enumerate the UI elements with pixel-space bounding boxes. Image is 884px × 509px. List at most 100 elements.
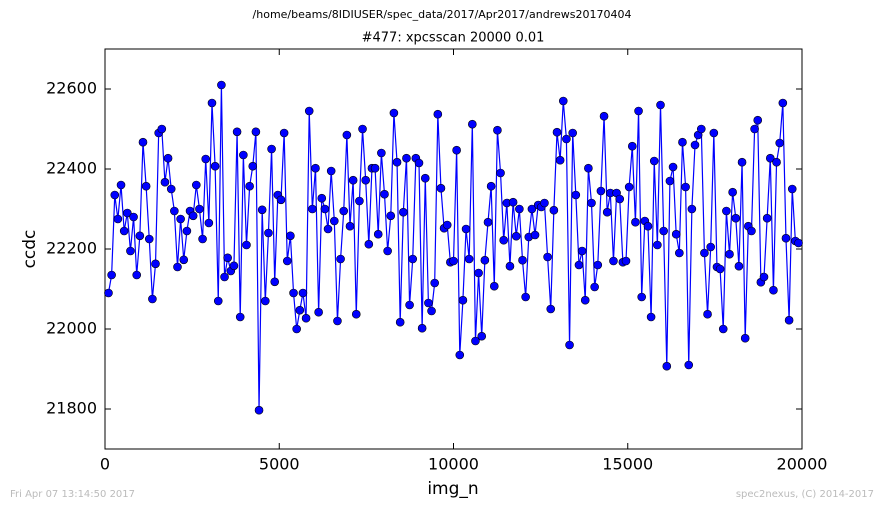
data-point — [700, 248, 709, 258]
data-point — [232, 127, 242, 137]
data-point — [734, 261, 744, 271]
data-point — [420, 173, 430, 183]
data-point — [220, 272, 229, 282]
data-point — [330, 216, 339, 226]
data-point — [515, 204, 524, 214]
x-tick-label: 20000 — [777, 455, 828, 474]
data-point — [389, 108, 399, 118]
data-point — [765, 153, 775, 163]
data-point — [474, 268, 483, 278]
data-point — [703, 309, 712, 319]
data-point — [342, 130, 352, 140]
data-point — [399, 207, 408, 217]
data-point — [402, 153, 411, 163]
data-point — [684, 360, 694, 370]
data-point — [596, 186, 606, 196]
data-point — [239, 150, 248, 160]
data-point — [370, 163, 380, 173]
data-point — [126, 246, 135, 256]
data-point — [671, 229, 681, 239]
data-point — [656, 100, 665, 110]
data-point — [715, 264, 725, 274]
data-point — [345, 221, 355, 231]
data-point — [276, 195, 286, 205]
y-tick-label: 22200 — [46, 239, 97, 258]
data-point — [282, 256, 292, 266]
data-point — [386, 211, 396, 221]
data-point — [590, 282, 599, 292]
data-point — [627, 141, 637, 151]
footer-left: Fri Apr 07 13:14:50 2017 — [10, 489, 135, 500]
data-point — [568, 128, 577, 138]
suptitle: /home/beams/8IDIUSER/spec_data/2017/Apr2… — [253, 8, 632, 21]
data-point — [615, 194, 625, 204]
data-point — [323, 224, 333, 234]
data-point — [489, 281, 499, 291]
data-point — [602, 207, 612, 217]
data-point — [257, 205, 267, 215]
x-tick-label: 5000 — [259, 455, 300, 474]
data-point — [138, 137, 148, 147]
data-point — [317, 193, 327, 203]
data-point — [279, 128, 289, 138]
data-point — [267, 144, 276, 154]
data-point — [778, 98, 788, 108]
data-point — [182, 226, 192, 236]
data-point — [505, 261, 515, 271]
data-point — [762, 213, 772, 223]
x-tick-label: 15000 — [602, 455, 653, 474]
data-point — [574, 260, 584, 270]
data-point — [624, 182, 634, 192]
data-point — [646, 312, 656, 322]
data-point — [643, 221, 653, 231]
data-point — [747, 226, 756, 236]
data-point — [668, 162, 678, 172]
data-point — [709, 128, 719, 138]
data-point — [543, 252, 552, 262]
data-point — [261, 296, 270, 306]
data-point — [681, 182, 690, 192]
data-point — [471, 336, 480, 346]
data-point — [599, 111, 609, 121]
data-point — [314, 307, 323, 317]
data-point — [540, 198, 549, 208]
data-point — [351, 309, 361, 319]
data-point — [631, 217, 640, 227]
data-point — [132, 270, 142, 280]
data-point — [787, 184, 797, 194]
data-point — [207, 98, 217, 108]
data-point — [483, 217, 493, 227]
data-point — [740, 333, 750, 343]
data-point — [433, 109, 443, 119]
data-point — [405, 300, 414, 310]
data-point — [496, 168, 505, 178]
data-point — [123, 208, 132, 218]
data-point — [577, 246, 587, 256]
data-point — [229, 261, 239, 271]
data-point — [753, 115, 763, 125]
data-point — [116, 180, 126, 190]
data-point — [678, 137, 687, 147]
data-point — [414, 158, 424, 168]
data-point — [424, 298, 433, 308]
y-tick-label: 22600 — [46, 79, 97, 98]
data-point — [725, 249, 734, 259]
data-point — [493, 125, 502, 135]
data-point — [552, 127, 562, 137]
data-point — [176, 214, 185, 224]
data-point — [549, 205, 559, 215]
data-point — [392, 157, 402, 167]
data-point — [245, 181, 254, 191]
data-point — [508, 197, 518, 207]
data-point — [593, 260, 603, 270]
data-point — [653, 240, 662, 250]
data-point — [449, 256, 458, 266]
data-point — [562, 134, 571, 144]
data-point — [584, 163, 593, 173]
x-tick-label: 0 — [100, 455, 110, 474]
data-point — [380, 189, 389, 199]
data-point — [427, 306, 436, 316]
data-point — [464, 254, 474, 264]
data-point — [527, 204, 537, 214]
